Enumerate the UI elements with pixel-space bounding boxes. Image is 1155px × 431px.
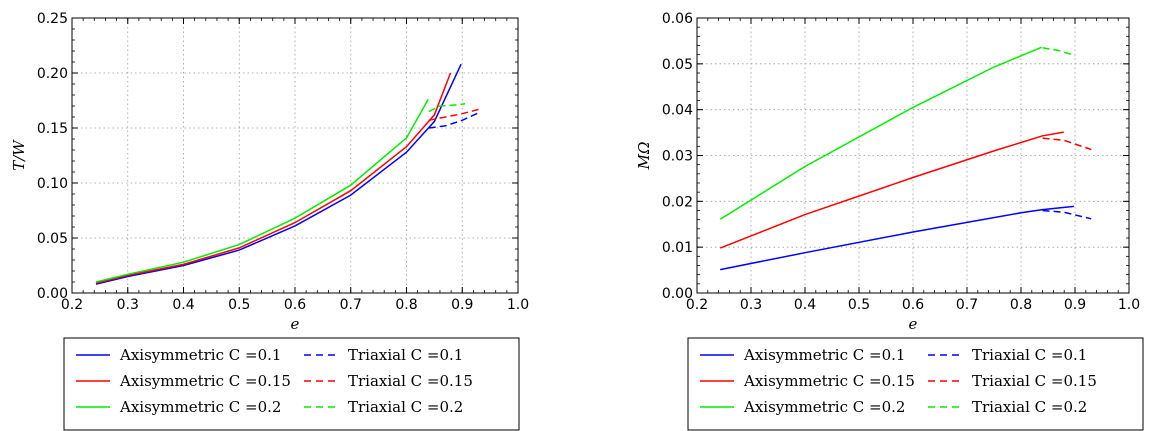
- legend: Axisymmetric C =0.1 Axisymmetric C =0.15 A…: [687, 337, 1144, 431]
- y-tick-label: 0.00: [662, 286, 693, 302]
- legend-label: Axisymmetric C =0.15: [743, 372, 915, 390]
- y-tick-label: 0.01: [662, 240, 693, 256]
- legend: Axisymmetric C =0.1 Axisymmetric C =0.15 A…: [63, 337, 520, 431]
- x-tick-label: 0.7: [956, 297, 978, 313]
- x-axis-label: e: [909, 315, 918, 333]
- x-axis-label: e: [291, 315, 300, 333]
- plot-frame: [71, 17, 519, 294]
- y-axis-label: MΩ: [635, 142, 653, 171]
- x-tick-label: 0.5: [228, 297, 250, 313]
- x-tick-label: 0.7: [340, 297, 362, 313]
- series-line-4: [1042, 209, 1092, 220]
- y-tick-label: 0.25: [37, 11, 68, 27]
- legend-label: Axisymmetric C =0.1: [119, 346, 281, 364]
- x-tick-label: 0.6: [902, 297, 924, 313]
- series-line-1: [95, 63, 462, 285]
- y-tick-label: 0.05: [37, 231, 68, 247]
- y-tick-label: 0.05: [662, 57, 693, 73]
- series-line-3: [719, 46, 1042, 220]
- legend-label: Triaxial C =0.15: [972, 372, 1097, 390]
- y-tick-label: 0.15: [37, 121, 68, 137]
- series-line-4: [428, 111, 480, 129]
- series-line-3: [95, 99, 429, 283]
- legend-label: Triaxial C =0.2: [348, 398, 463, 416]
- series-line-2: [719, 131, 1064, 249]
- series-line-2: [95, 72, 452, 284]
- x-tick-label: 0.2: [686, 297, 708, 313]
- x-tick-label: 0.4: [794, 297, 816, 313]
- series-line-5: [428, 108, 480, 122]
- x-tick-label: 0.3: [740, 297, 762, 313]
- chart-2: 0.2 0.3 0.4 0.5 0.6 0.7 0.8 0.9 1.0 0.00 0.01 0.02 0…: [635, 11, 1144, 431]
- legend-label: Axisymmetric C =0.2: [119, 398, 281, 416]
- legend-label: Triaxial C =0.1: [348, 346, 463, 364]
- y-tick-label: 0.00: [37, 286, 68, 302]
- series-line-5: [1042, 137, 1092, 151]
- series-line-6: [428, 103, 466, 113]
- x-tick-label: 1.0: [507, 297, 529, 313]
- legend-label: Axisymmetric C =0.1: [743, 346, 905, 364]
- x-tick-label: 0.4: [172, 297, 194, 313]
- y-tick-label: 0.20: [37, 66, 68, 82]
- x-tick-label: 0.8: [395, 297, 417, 313]
- chart-1: 0.2 0.3 0.4 0.5 0.6 0.7 0.8 0.9 1.0 0.00 0.05 0.10 0…: [10, 11, 529, 431]
- x-tick-label: 0.6: [284, 297, 306, 313]
- series-line-6: [1042, 47, 1076, 57]
- y-tick-label: 0.10: [37, 176, 68, 192]
- x-tick-label: 0.5: [848, 297, 870, 313]
- y-tick-label: 0.04: [662, 103, 693, 119]
- legend-frame: [687, 337, 1144, 431]
- y-tick-label: 0.06: [662, 11, 693, 27]
- x-tick-label: 0.3: [117, 297, 139, 313]
- legend-label: Triaxial C =0.15: [348, 372, 473, 390]
- legend-frame: [63, 337, 520, 431]
- y-tick-label: 0.02: [662, 194, 693, 210]
- legend-label: Axisymmetric C =0.2: [743, 398, 905, 416]
- x-tick-label: 0.9: [451, 297, 473, 313]
- x-tick-label: 0.8: [1010, 297, 1032, 313]
- legend-label: Triaxial C =0.2: [972, 398, 1087, 416]
- legend-label: Axisymmetric C =0.15: [119, 372, 291, 390]
- plot-frame: [696, 17, 1130, 294]
- series-line-1: [720, 205, 1074, 271]
- legend-label: Triaxial C =0.1: [972, 346, 1087, 364]
- y-axis-label: T/W: [10, 139, 28, 171]
- x-tick-label: 1.0: [1118, 297, 1140, 313]
- y-tick-label: 0.03: [662, 149, 693, 165]
- x-tick-label: 0.9: [1064, 297, 1086, 313]
- x-tick-label: 0.2: [61, 297, 83, 313]
